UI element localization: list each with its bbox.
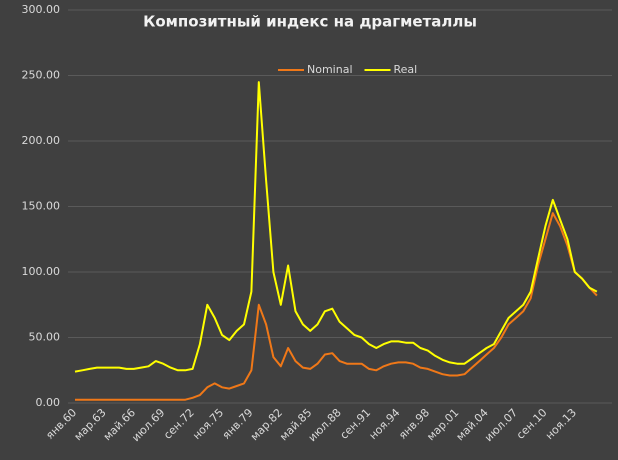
- x-tick-label: сен.91: [338, 406, 374, 442]
- x-tick-label: июл.07: [482, 406, 520, 444]
- legend-label: Real: [394, 63, 418, 76]
- x-tick-label: сен.10: [514, 406, 550, 442]
- x-tick-label: ноя.13: [543, 406, 579, 442]
- y-tick-label: 100.00: [22, 265, 61, 278]
- x-tick-label: июл.88: [306, 406, 344, 444]
- x-tick-label: июл.69: [129, 406, 167, 444]
- y-tick-label: 300.00: [22, 3, 61, 16]
- series-line: [75, 212, 598, 401]
- y-tick-label: 150.00: [22, 200, 61, 213]
- legend-label: Nominal: [307, 63, 353, 76]
- x-tick-label: ноя.75: [190, 406, 226, 442]
- chart-title: Композитный индекс на драгметаллы: [143, 13, 477, 31]
- x-tick-label: сен.72: [161, 406, 197, 442]
- y-tick-label: 250.00: [22, 69, 61, 82]
- y-tick-label: 200.00: [22, 134, 61, 147]
- y-tick-label: 0.00: [36, 396, 61, 409]
- y-tick-label: 50.00: [29, 331, 61, 344]
- x-tick-label: ноя.94: [367, 406, 403, 442]
- series-line: [74, 81, 598, 373]
